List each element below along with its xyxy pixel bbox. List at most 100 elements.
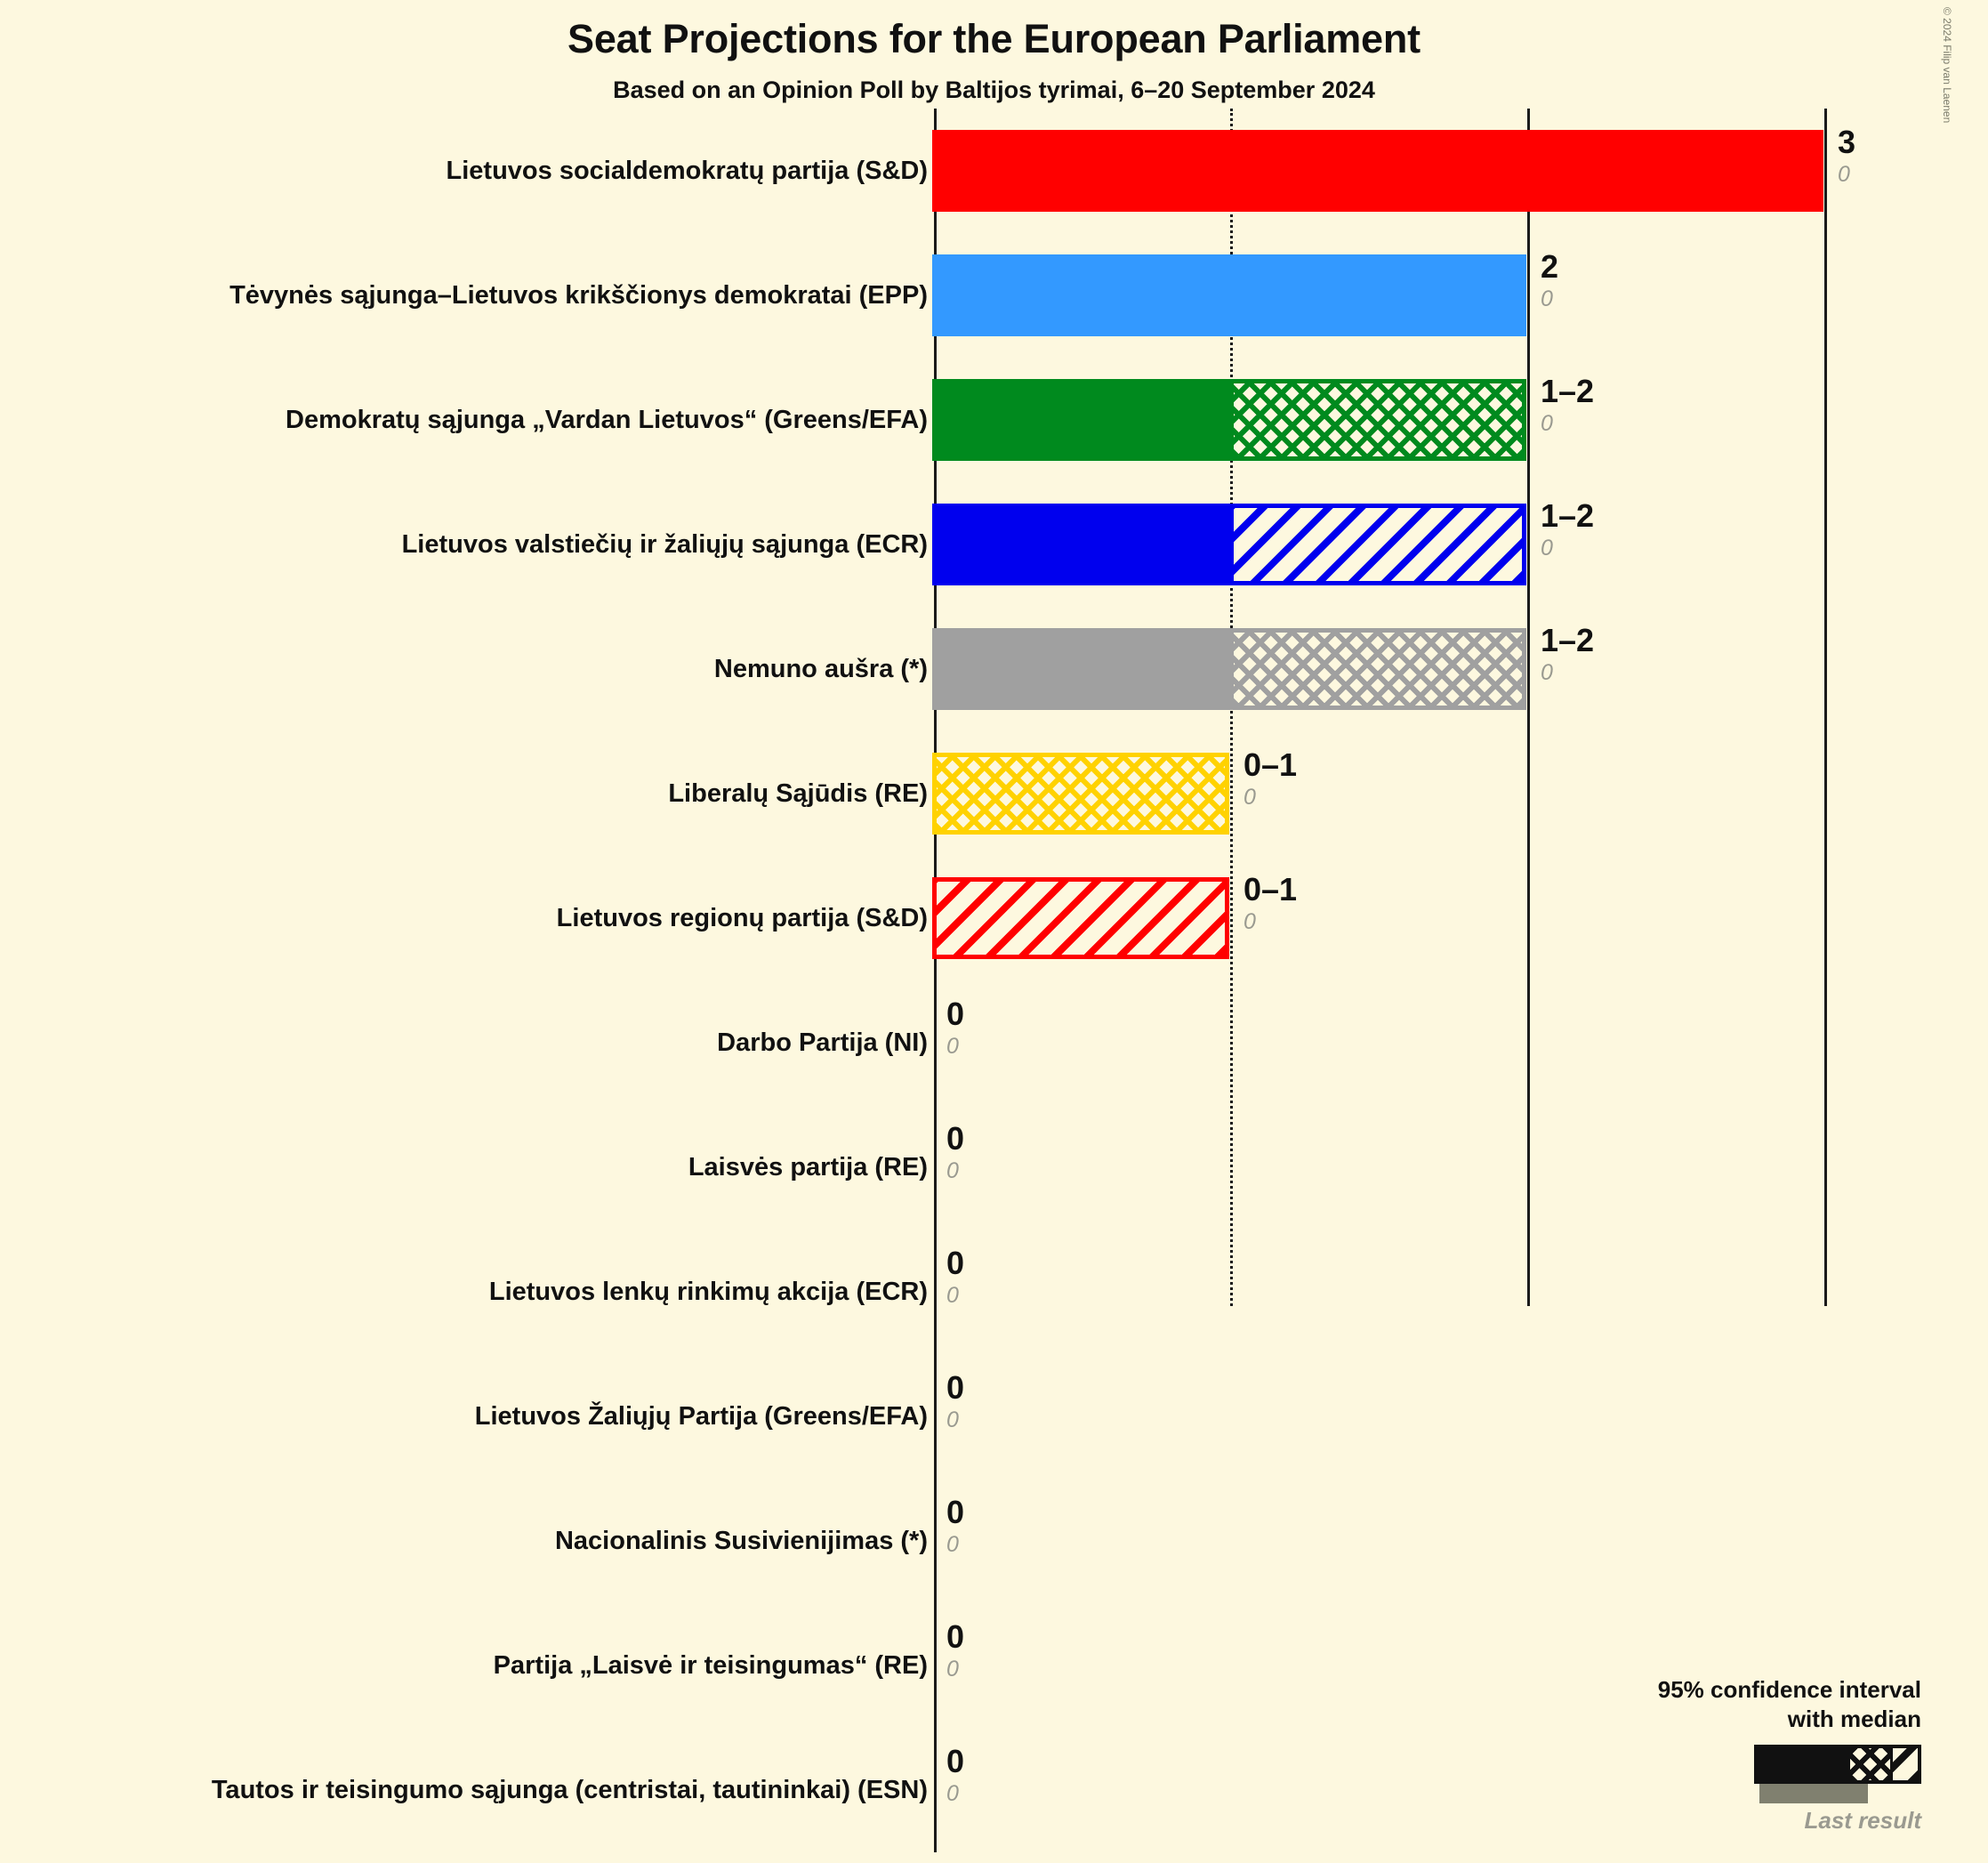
page-title: Seat Projections for the European Parlia… xyxy=(567,16,1421,61)
party-label: Partija „Laisvė ir teisingumas“ (RE) xyxy=(493,1650,928,1680)
party-label: Tautos ir teisingumo sąjunga (centristai… xyxy=(211,1775,928,1804)
bar-row: Darbo Partija (NI) 0 0 xyxy=(0,980,1988,1105)
bar-group xyxy=(932,130,1823,212)
bar-crosshatch-segment xyxy=(932,753,1229,835)
party-label: Tėvynės sąjunga–Lietuvos krikščionys dem… xyxy=(229,280,928,310)
bar-row: Demokratų sąjunga „Vardan Lietuvos“ (Gre… xyxy=(0,358,1988,482)
seat-range-value: 0 xyxy=(946,1494,965,1530)
last-result-value: 0 xyxy=(946,1532,959,1557)
bar-median-segment xyxy=(932,130,1823,212)
last-result-value: 0 xyxy=(1244,785,1256,810)
seat-range-value: 1–2 xyxy=(1541,373,1595,409)
bar-row: Tautos ir teisingumo sąjunga (centristai… xyxy=(0,1728,1988,1852)
bar-median-segment xyxy=(932,379,1229,461)
seat-range-value: 0 xyxy=(946,1743,965,1779)
party-label: Darbo Partija (NI) xyxy=(717,1028,928,1057)
seat-range-value: 0 xyxy=(946,1245,965,1281)
bar-diagonal-segment xyxy=(1229,504,1526,585)
party-label: Nemuno aušra (*) xyxy=(713,654,928,683)
gridline-2 xyxy=(1527,109,1530,1306)
bar-row: Liberalų Sąjūdis (RE) 0–1 0 xyxy=(0,731,1988,856)
page-subtitle: Based on an Opinion Poll by Baltijos tyr… xyxy=(613,77,1375,103)
bar-row: Nacionalinis Susivienijimas (*) 0 0 xyxy=(0,1479,1988,1603)
value-block: 1–2 0 xyxy=(1541,374,1594,438)
bar-group xyxy=(932,628,1526,710)
bar-row: Lietuvos socialdemokratų partija (S&D) 3 0 xyxy=(0,109,1988,233)
chart-legend: 95% confidence interval with median Last… xyxy=(1512,1675,1957,1834)
party-label: Liberalų Sąjūdis (RE) xyxy=(668,778,928,808)
party-label: Laisvės partija (RE) xyxy=(688,1152,928,1182)
bar-group xyxy=(932,254,1526,336)
last-result-value: 0 xyxy=(946,1283,959,1308)
seat-range-value: 1–2 xyxy=(1541,622,1595,658)
legend-line-1: 95% confidence interval xyxy=(1657,1676,1921,1703)
last-result-value: 0 xyxy=(1541,286,1553,311)
last-result-value: 0 xyxy=(946,1158,959,1183)
seat-range-value: 0 xyxy=(946,1369,965,1406)
bar-group xyxy=(932,504,1526,585)
last-result-value: 0 xyxy=(946,1781,959,1806)
bar-row: Nemuno aušra (*) 1–2 0 xyxy=(0,607,1988,731)
copyright-notice: © 2024 Filip van Laenen xyxy=(1941,7,1953,124)
party-label: Lietuvos Žaliųjų Partija (Greens/EFA) xyxy=(474,1401,928,1431)
seat-range-value: 0 xyxy=(946,1120,965,1157)
legend-median-segment xyxy=(1758,1748,1851,1780)
seat-range-value: 0–1 xyxy=(1244,746,1298,783)
legend-diagonal-segment xyxy=(1890,1748,1918,1780)
party-label: Lietuvos socialdemokratų partija (S&D) xyxy=(446,156,928,185)
last-result-value: 0 xyxy=(946,1657,959,1682)
seat-range-value: 1–2 xyxy=(1541,497,1595,534)
value-block: 0–1 0 xyxy=(1244,872,1297,936)
bar-row: Lietuvos valstiečių ir žaliųjų sąjunga (… xyxy=(0,482,1988,607)
bar-crosshatch-segment xyxy=(1229,379,1526,461)
seat-range-value: 0 xyxy=(946,1618,965,1655)
bar-median-segment xyxy=(932,254,1526,336)
last-result-value: 0 xyxy=(1244,909,1256,934)
seat-range-value: 0–1 xyxy=(1244,871,1298,907)
seat-range-value: 0 xyxy=(946,996,965,1032)
bar-group xyxy=(932,379,1526,461)
bar-row: Tėvynės sąjunga–Lietuvos krikščionys dem… xyxy=(0,233,1988,358)
bar-crosshatch-segment xyxy=(1229,628,1526,710)
bar-row: Lietuvos Žaliųjų Partija (Greens/EFA) 0 0 xyxy=(0,1354,1988,1479)
legend-last-result-label: Last result xyxy=(1804,1807,1922,1834)
last-result-value: 0 xyxy=(946,1034,959,1059)
party-label: Nacionalinis Susivienijimas (*) xyxy=(554,1526,928,1555)
value-block: 1–2 0 xyxy=(1541,498,1594,562)
bar-group xyxy=(932,877,1229,959)
bar-row: Partija „Laisvė ir teisingumas“ (RE) 0 0 xyxy=(0,1603,1988,1728)
last-result-value: 0 xyxy=(1541,536,1553,561)
last-result-value: 0 xyxy=(1541,660,1553,685)
bar-group xyxy=(932,753,1229,835)
bar-diagonal-segment xyxy=(932,877,1229,959)
value-block: 0–1 0 xyxy=(1244,747,1297,811)
last-result-value: 0 xyxy=(946,1407,959,1432)
last-result-value: 0 xyxy=(1838,162,1850,187)
seat-range-value: 2 xyxy=(1541,248,1559,285)
bar-median-segment xyxy=(932,504,1229,585)
party-label: Demokratų sąjunga „Vardan Lietuvos“ (Gre… xyxy=(286,405,928,434)
party-label: Lietuvos regionų partija (S&D) xyxy=(556,903,928,932)
party-label: Lietuvos valstiečių ir žaliųjų sąjunga (… xyxy=(401,529,928,559)
legend-line-2: with median xyxy=(1787,1706,1921,1732)
legend-crosshatch-segment xyxy=(1850,1748,1891,1780)
legend-ci-bar xyxy=(1754,1745,1921,1784)
party-label: Lietuvos lenkų rinkimų akcija (ECR) xyxy=(488,1277,928,1306)
legend-last-result-bar xyxy=(1759,1784,1868,1803)
bar-median-segment xyxy=(932,628,1229,710)
last-result-value: 0 xyxy=(1541,411,1553,436)
seat-range-value: 3 xyxy=(1838,124,1856,160)
gridline-3 xyxy=(1824,109,1827,1306)
bar-row: Lietuvos lenkų rinkimų akcija (ECR) 0 0 xyxy=(0,1230,1988,1354)
y-axis-line xyxy=(934,109,937,1852)
